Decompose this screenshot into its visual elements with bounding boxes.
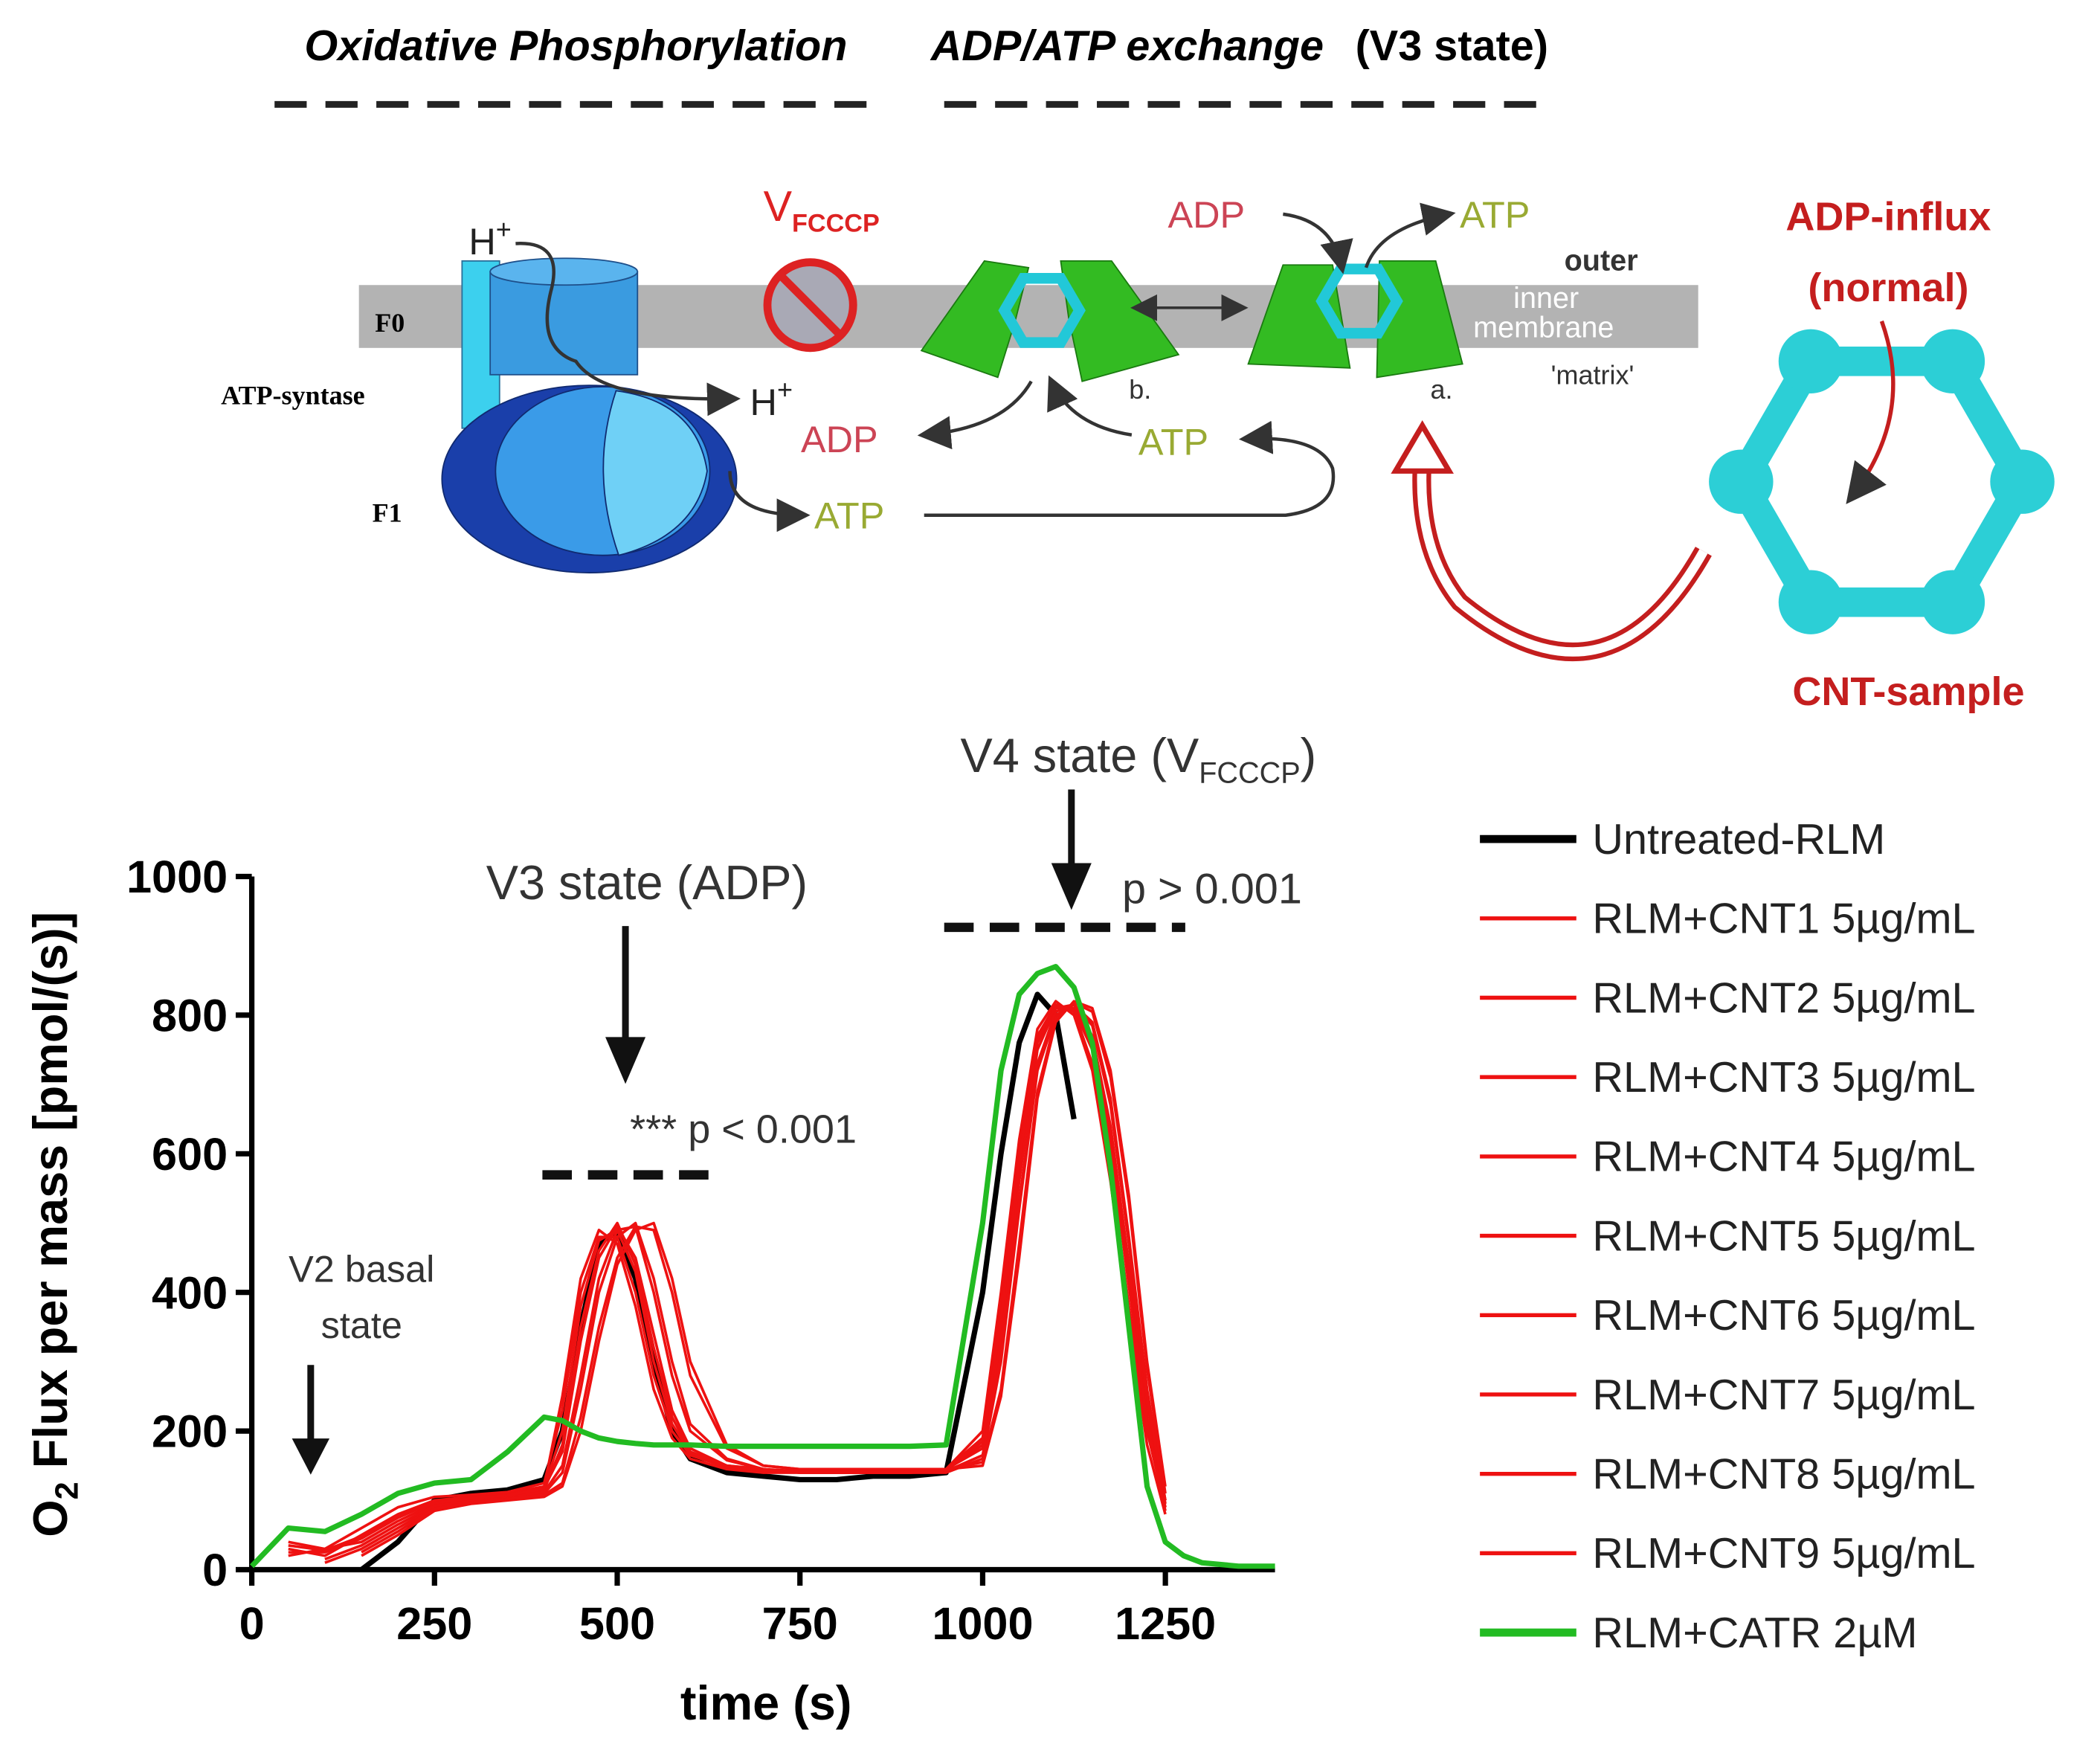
annotation: V4 state (VFCCCP) <box>960 728 1316 789</box>
legend-label: RLM+CNT1 5µg/mL <box>1592 895 1975 943</box>
carrier-b <box>1060 260 1180 382</box>
annotation-arrowhead <box>292 1438 330 1475</box>
outer-label: outer <box>1565 244 1638 277</box>
v-fcccp-sub: FCCCP <box>792 209 880 237</box>
series-line <box>361 1001 1167 1554</box>
series-line <box>249 963 1275 1569</box>
inner-label: inner <box>1513 282 1579 315</box>
f1-segment <box>602 390 708 556</box>
f0-cylinder <box>489 271 639 376</box>
y-tick-label: 400 <box>152 1267 228 1318</box>
atp-label: ATP <box>1138 421 1208 463</box>
block-sign-bar <box>779 274 842 336</box>
influx-arrow <box>1846 320 1896 504</box>
v-fcccp-text: V <box>764 183 793 231</box>
annotation-arrowhead <box>605 1037 646 1084</box>
carrier-b <box>920 260 1030 379</box>
x-tick-label: 1000 <box>932 1598 1033 1649</box>
y-title-text: O <box>23 1499 77 1537</box>
x-tick-label: 1250 <box>1115 1598 1216 1649</box>
influx-label: ADP-influx <box>1785 194 1991 239</box>
legend-label: RLM+CATR 2µM <box>1592 1609 1917 1657</box>
annotation: V2 basal <box>289 1248 434 1290</box>
annotation-sub: FCCCP <box>1199 757 1300 790</box>
molecule <box>998 263 1403 348</box>
f0-label: F0 <box>375 308 405 338</box>
f0-top <box>489 257 639 286</box>
cnt-label: CNT-sample <box>1792 669 2024 714</box>
y-tick-label: 600 <box>152 1129 228 1180</box>
h-text: H <box>468 220 495 263</box>
carrier-label: a. <box>1430 374 1452 405</box>
y-tick-label: 800 <box>152 991 228 1041</box>
x-tick-label: 250 <box>396 1598 472 1649</box>
cnt-molecule <box>1709 329 2055 634</box>
y-tick-label: 200 <box>152 1406 228 1457</box>
x-tick-label: 0 <box>239 1598 265 1649</box>
matrix-label: 'matrix' <box>1551 359 1634 390</box>
diagram-title: Oxidative Phosphorylation <box>304 22 847 70</box>
legend-label: RLM+CNT8 5µg/mL <box>1592 1450 1975 1498</box>
legend-label: RLM+CNT6 5µg/mL <box>1592 1292 1975 1339</box>
legend-label: RLM+CNT9 5µg/mL <box>1592 1530 1975 1577</box>
atp-loop <box>924 420 1336 517</box>
y-title-rest: Flux per mass [pmol/(s)] <box>23 912 77 1469</box>
x-axis-title: time (s) <box>680 1676 852 1730</box>
x-tick-label: 500 <box>579 1598 655 1649</box>
h-plus: H+ <box>468 213 511 263</box>
carrier-label: b. <box>1129 374 1151 405</box>
proton-path <box>515 242 741 416</box>
annotation-arrowhead <box>1051 863 1092 910</box>
y-axis-title: O2 Flux per mass [pmol/(s)] <box>23 912 85 1537</box>
annotation: V3 state (ADP) <box>486 855 808 910</box>
atp-arrow <box>1364 202 1456 268</box>
annotation: state <box>321 1304 402 1346</box>
cnt-arrow <box>1412 460 1712 662</box>
h-plus: H+ <box>750 374 793 423</box>
x-tick-label: 750 <box>762 1598 838 1649</box>
y-tick-label: 0 <box>202 1545 228 1595</box>
annotation: p > 0.001 <box>1122 866 1302 913</box>
diagram-title-note: (V3 state) <box>1356 22 1548 70</box>
y-title-sub: 2 <box>49 1482 85 1499</box>
atp-label: ATP <box>1460 193 1530 236</box>
h-sup: + <box>777 374 793 405</box>
series-line <box>288 1005 1167 1552</box>
cnt-arrow-head <box>1391 420 1455 474</box>
legend-label: RLM+CNT2 5µg/mL <box>1592 974 1975 1022</box>
atp-label: ATP <box>814 495 884 537</box>
adp-arrow <box>1283 212 1353 274</box>
membrane-label: membrane <box>1473 311 1614 344</box>
atp-arrow <box>1047 375 1133 437</box>
synthase-label: ATP-syntase <box>221 380 364 410</box>
h-text: H <box>750 381 777 423</box>
diagram-title: ADP/ATP exchange <box>930 22 1324 70</box>
annotation-text: V4 state (V <box>960 728 1199 782</box>
annotation-end: ) <box>1301 728 1317 782</box>
f1-label: F1 <box>373 498 402 528</box>
legend-label: RLM+CNT4 5µg/mL <box>1592 1133 1975 1181</box>
adp-label: ADP <box>1167 193 1245 236</box>
cnt-arrow-inner <box>1417 461 1708 657</box>
legend-label: Untreated-RLM <box>1592 816 1885 863</box>
legend-label: RLM+CNT5 5µg/mL <box>1592 1212 1975 1260</box>
legend-label: RLM+CNT7 5µg/mL <box>1592 1371 1975 1419</box>
adp-label: ADP <box>801 418 878 460</box>
annotation: *** p < 0.001 <box>630 1107 857 1152</box>
series-line <box>359 991 1077 1572</box>
chart: time (s) O2 Flux per mass [pmol/(s)] V2 b… <box>23 728 1976 1730</box>
v-fcccp: VFCCCP <box>764 183 880 237</box>
diagram: Oxidative Phosphorylation ADP/ATP exchan… <box>221 22 2055 714</box>
h-sup: + <box>496 213 512 244</box>
legend-label: RLM+CNT3 5µg/mL <box>1592 1054 1975 1101</box>
influx-label: (normal) <box>1808 266 1968 310</box>
y-tick-label: 1000 <box>126 852 228 902</box>
adp-arrow <box>917 380 1033 450</box>
atp-arrow <box>728 471 811 533</box>
